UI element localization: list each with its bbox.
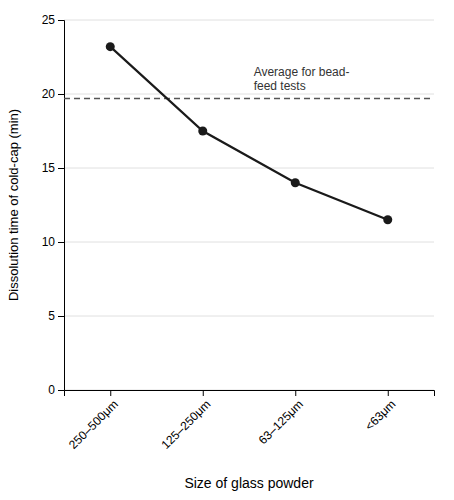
tick-mark bbox=[295, 390, 296, 396]
tick-mark bbox=[58, 242, 64, 243]
line bbox=[110, 47, 388, 220]
tick-mark bbox=[110, 390, 111, 396]
x-axis-title: Size of glass powder bbox=[184, 475, 314, 491]
plot: 0 5 10 15 20 25 250–500μm 125–250μm 63–125μm <63μ… bbox=[42, 13, 435, 452]
grid-line bbox=[64, 168, 434, 169]
annotation: Average for bead-feed tests bbox=[254, 65, 350, 93]
axis-domain bbox=[58, 21, 65, 391]
tick: 25 bbox=[42, 13, 64, 27]
y-axis: 0 5 10 15 20 25 bbox=[42, 13, 65, 397]
point bbox=[198, 127, 207, 136]
annotation-line: feed tests bbox=[254, 79, 306, 93]
tick-mark bbox=[58, 168, 64, 169]
tick: 10 bbox=[42, 235, 64, 249]
tick: 15 bbox=[42, 161, 64, 175]
tick-label: <63μm bbox=[362, 397, 398, 433]
tick: 5 bbox=[48, 309, 64, 323]
tick: 0 bbox=[48, 383, 64, 397]
tick-label: 15 bbox=[42, 161, 56, 175]
tick: <63μm bbox=[362, 390, 398, 433]
reference-line bbox=[64, 98, 434, 100]
tick-label: 0 bbox=[48, 383, 55, 397]
tick-label: 5 bbox=[48, 309, 55, 323]
point bbox=[106, 42, 115, 51]
marks bbox=[64, 42, 434, 224]
tick-label: 20 bbox=[42, 87, 56, 101]
point bbox=[291, 178, 300, 187]
tick-mark bbox=[58, 20, 64, 21]
tick-mark bbox=[388, 390, 389, 396]
tick: 250–500μm bbox=[66, 390, 121, 452]
tick-label: 10 bbox=[42, 235, 56, 249]
tick-label: 250–500μm bbox=[66, 397, 121, 452]
point bbox=[383, 215, 392, 224]
grid-line bbox=[64, 94, 434, 95]
grid-line bbox=[64, 316, 434, 317]
tick-label: 125–250μm bbox=[159, 397, 214, 452]
grid-line bbox=[64, 242, 434, 243]
tick-mark bbox=[58, 316, 64, 317]
x-axis: 250–500μm 125–250μm 63–125μm <63μm bbox=[65, 390, 435, 452]
grid-line bbox=[64, 20, 434, 21]
tick: 63–125μm bbox=[256, 390, 306, 447]
y-axis-title: Dissolution time of cold-cap (min) bbox=[6, 109, 21, 301]
tick: 20 bbox=[42, 87, 64, 101]
tick-mark bbox=[58, 390, 64, 391]
tick-mark bbox=[203, 390, 204, 396]
annotation-line: Average for bead- bbox=[254, 65, 350, 79]
axis-domain bbox=[65, 391, 435, 397]
grid bbox=[64, 20, 434, 390]
tick-label: 25 bbox=[42, 13, 56, 27]
tick: 125–250μm bbox=[159, 390, 214, 452]
chart: 0 5 10 15 20 25 250–500μm 125–250μm 63–125μm <63μ… bbox=[0, 0, 454, 500]
tick-label: 63–125μm bbox=[256, 397, 306, 447]
tick-mark bbox=[58, 94, 64, 95]
